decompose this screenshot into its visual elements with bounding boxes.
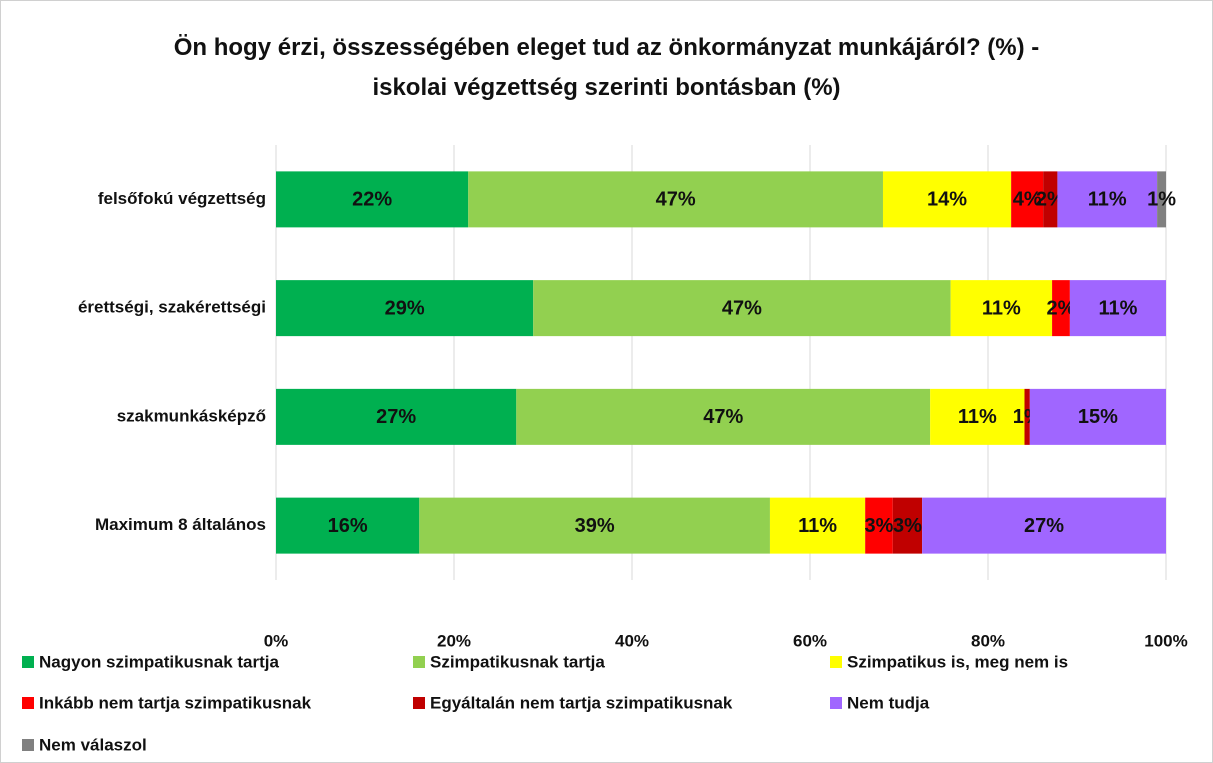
data-label: 47% xyxy=(703,406,743,428)
data-label: 16% xyxy=(328,515,368,537)
bar-segment xyxy=(1024,388,1030,445)
x-tick-label: 80% xyxy=(971,631,1005,650)
bar-segment xyxy=(276,171,469,228)
bar-segment xyxy=(516,388,931,445)
bar-segment xyxy=(1057,171,1158,228)
bar-segment xyxy=(468,171,883,228)
data-label: 47% xyxy=(656,189,696,211)
data-label: 14% xyxy=(927,189,967,211)
bar-segment xyxy=(1157,171,1166,228)
data-label: 1% xyxy=(1147,189,1176,211)
data-label: 4% xyxy=(1013,189,1042,211)
data-label: 3% xyxy=(893,515,922,537)
legend-label: Nem tudja xyxy=(847,693,930,712)
data-label: 3% xyxy=(865,515,894,537)
bar-segment xyxy=(1029,388,1166,445)
bar-segment xyxy=(1043,171,1058,228)
x-tick-label: 40% xyxy=(615,631,649,650)
bar-segment xyxy=(533,280,951,337)
data-label: 11% xyxy=(958,406,997,428)
y-tick-label: Maximum 8 általános xyxy=(95,515,266,534)
legend-swatch xyxy=(22,697,34,709)
bar-segment xyxy=(865,497,893,554)
legend-label: Nagyon szimpatikusnak tartja xyxy=(39,652,280,671)
data-label: 47% xyxy=(722,297,762,319)
y-tick-label: felsőfokú végzettség xyxy=(98,189,266,208)
bar-segment xyxy=(1011,171,1044,228)
bar-segment xyxy=(276,388,517,445)
data-label: 11% xyxy=(798,515,837,537)
y-tick-label: érettségi, szakérettségi xyxy=(78,298,266,317)
legend-label: Szimpatikusnak tartja xyxy=(430,652,605,671)
data-label: 22% xyxy=(352,189,392,211)
legend-swatch xyxy=(413,656,425,668)
legend-swatch xyxy=(22,656,34,668)
title-box: Ön hogy érzi, összességében eleget tud a… xyxy=(0,28,1213,108)
legend-swatch xyxy=(22,739,34,751)
data-label: 27% xyxy=(1024,515,1064,537)
data-label: 11% xyxy=(1098,297,1137,319)
bar-segment xyxy=(769,497,866,554)
bar-segment xyxy=(950,280,1053,337)
legend-swatch xyxy=(413,697,425,709)
legend-label: Szimpatikus is, meg nem is xyxy=(847,652,1068,671)
data-label: 11% xyxy=(1088,189,1127,211)
chart-title: Ön hogy érzi, összességében eleget tud a… xyxy=(173,34,1040,101)
bar-segment xyxy=(930,388,1025,445)
data-label: 2% xyxy=(1047,297,1076,319)
bar-segment xyxy=(419,497,770,554)
x-tick-label: 0% xyxy=(264,631,289,650)
legend-swatch xyxy=(830,656,842,668)
legend-label: Egyáltalán nem tartja szimpatikusnak xyxy=(430,693,733,712)
bar-segment xyxy=(1069,280,1166,337)
legend-swatch xyxy=(830,697,842,709)
bar-segment xyxy=(892,497,923,554)
legend-label: Inkább nem tartja szimpatikusnak xyxy=(39,693,312,712)
y-tick-label: szakmunkásképző xyxy=(117,406,266,425)
bar-segment xyxy=(1052,280,1070,337)
bar-segment xyxy=(276,280,534,337)
x-tick-label: 60% xyxy=(793,631,827,650)
x-tick-label: 100% xyxy=(1144,631,1187,650)
bar-segment xyxy=(882,171,1012,228)
data-label: 15% xyxy=(1078,406,1118,428)
data-label: 27% xyxy=(376,406,416,428)
data-label: 39% xyxy=(575,515,615,537)
x-tick-label: 20% xyxy=(437,631,471,650)
bar-segment xyxy=(276,497,420,554)
legend-label: Nem válaszol xyxy=(39,735,147,754)
data-label: 11% xyxy=(982,297,1021,319)
data-label: 29% xyxy=(385,297,425,319)
bar-segment xyxy=(922,497,1166,554)
